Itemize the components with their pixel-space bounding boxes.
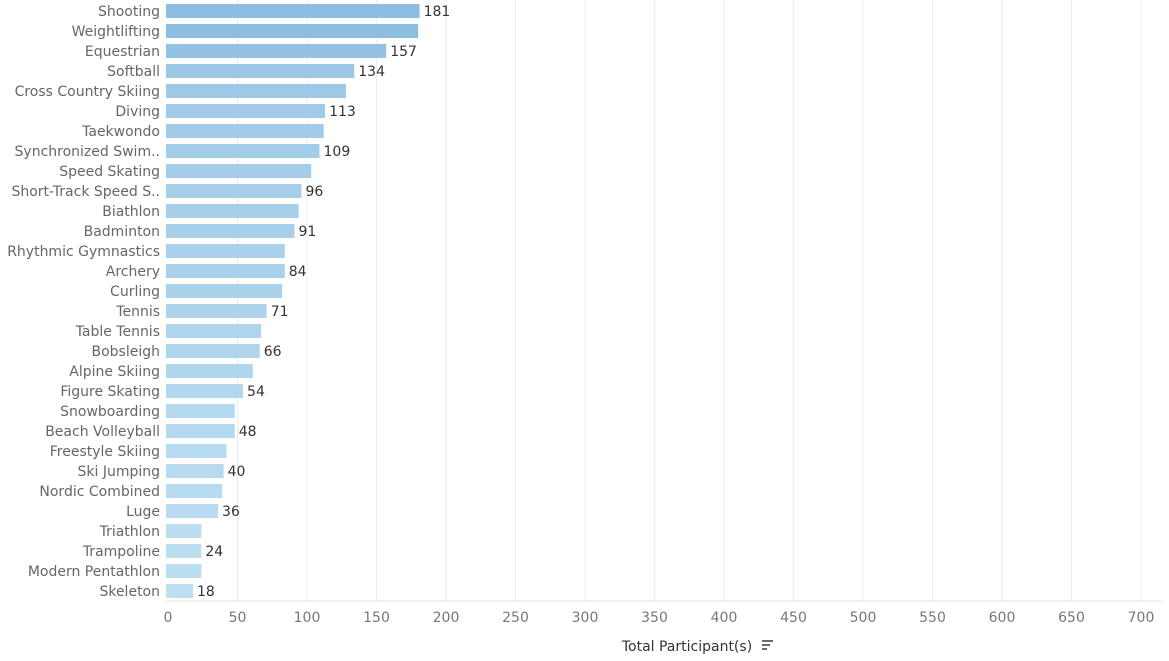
bar[interactable] (166, 324, 262, 338)
value-label: 134 (358, 64, 385, 80)
x-tick-label: 400 (711, 610, 738, 626)
bar[interactable] (166, 164, 312, 178)
category-label: Archery (106, 264, 160, 280)
sort-descending-icon[interactable] (762, 640, 773, 650)
x-tick-label: 700 (1128, 610, 1155, 626)
bar[interactable] (166, 284, 282, 298)
category-label: Badminton (84, 224, 160, 240)
bar[interactable] (166, 364, 253, 378)
value-label: 181 (424, 4, 451, 20)
bar[interactable] (166, 484, 223, 498)
bar[interactable] (166, 144, 320, 158)
x-tick-label: 300 (572, 610, 599, 626)
value-label: 84 (289, 264, 307, 280)
category-label: Table Tennis (75, 324, 160, 340)
bar[interactable] (166, 4, 420, 18)
bar[interactable] (166, 44, 387, 58)
bar[interactable] (166, 264, 285, 278)
bar[interactable] (166, 584, 194, 598)
x-tick-label: 550 (919, 610, 946, 626)
bar[interactable] (166, 424, 235, 438)
value-label: 24 (205, 544, 223, 560)
bar[interactable] (166, 564, 202, 578)
x-tick-label: 600 (989, 610, 1016, 626)
category-label: Skeleton (99, 584, 160, 600)
category-label: Snowboarding (60, 404, 160, 420)
category-label: Bobsleigh (91, 344, 160, 360)
category-label: Luge (126, 504, 160, 520)
x-tick-label: 200 (433, 610, 460, 626)
category-label: Trampoline (82, 544, 160, 560)
x-tick-label: 50 (229, 610, 247, 626)
value-labels: 181 157 134 113 109 96 91 84 71 66 54 48 40 36 24 18 (197, 4, 450, 600)
value-label: 54 (247, 384, 265, 400)
bar[interactable] (166, 404, 235, 418)
category-label: Diving (115, 104, 160, 120)
x-tick-label: 500 (850, 610, 877, 626)
x-tick-label: 150 (363, 610, 390, 626)
category-label: Short-Track Speed S.. (11, 184, 160, 200)
value-label: 36 (222, 504, 240, 520)
bar[interactable] (166, 64, 355, 78)
bar[interactable] (166, 464, 224, 478)
bar[interactable] (166, 24, 419, 38)
category-label: Curling (110, 284, 160, 300)
value-label: 18 (197, 584, 215, 600)
bars (166, 4, 420, 598)
x-tick-label: 650 (1058, 610, 1085, 626)
value-label: 96 (305, 184, 323, 200)
bar[interactable] (166, 104, 326, 118)
bar[interactable] (166, 524, 202, 538)
value-label: 113 (329, 104, 356, 120)
x-tick-label: 350 (641, 610, 668, 626)
category-labels: Shooting Weightlifting Equestrian Softball C… (7, 4, 160, 600)
bar[interactable] (166, 224, 295, 238)
value-label: 40 (228, 464, 246, 480)
category-label: Nordic Combined (39, 484, 160, 500)
bar[interactable] (166, 124, 324, 138)
value-label: 91 (298, 224, 316, 240)
category-label: Figure Skating (60, 384, 160, 400)
value-label: 66 (264, 344, 282, 360)
x-tick-label: 100 (294, 610, 321, 626)
bar[interactable] (166, 304, 267, 318)
value-label: 157 (390, 44, 417, 60)
bar[interactable] (166, 544, 202, 558)
value-label: 48 (239, 424, 257, 440)
bar[interactable] (166, 84, 346, 98)
category-label: Shooting (98, 4, 160, 20)
category-label: Softball (107, 64, 160, 80)
bar[interactable] (166, 244, 285, 258)
category-label: Ski Jumping (77, 464, 160, 480)
x-axis-title[interactable]: Total Participant(s) (621, 639, 752, 655)
bar[interactable] (166, 444, 227, 458)
bar[interactable] (166, 504, 219, 518)
category-label: Beach Volleyball (45, 424, 160, 440)
x-axis-ticks: 0 50 100 150 200 250 300 350 400 450 500 550 600 650 7… (164, 610, 1155, 626)
x-tick-label: 0 (164, 610, 173, 626)
value-label: 109 (324, 144, 351, 160)
category-label: Biathlon (102, 204, 160, 220)
category-label: Tennis (115, 304, 160, 320)
category-label: Freestyle Skiing (50, 444, 160, 460)
category-label: Cross Country Skiing (15, 84, 160, 100)
category-label: Taekwondo (81, 124, 160, 140)
x-tick-label: 250 (502, 610, 529, 626)
x-tick-label: 450 (780, 610, 807, 626)
category-label: Speed Skating (59, 164, 160, 180)
category-label: Weightlifting (72, 24, 160, 40)
bar[interactable] (166, 204, 299, 218)
category-label: Modern Pentathlon (28, 564, 160, 580)
value-label: 71 (271, 304, 289, 320)
bar[interactable] (166, 384, 244, 398)
category-label: Synchronized Swim.. (15, 144, 160, 160)
category-label: Triathlon (99, 524, 160, 540)
category-label: Rhythmic Gymnastics (7, 244, 160, 260)
category-label: Alpine Skiing (69, 364, 160, 380)
bar[interactable] (166, 184, 302, 198)
category-label: Equestrian (85, 44, 160, 60)
gridlines (166, 0, 1162, 602)
bar[interactable] (166, 344, 260, 358)
